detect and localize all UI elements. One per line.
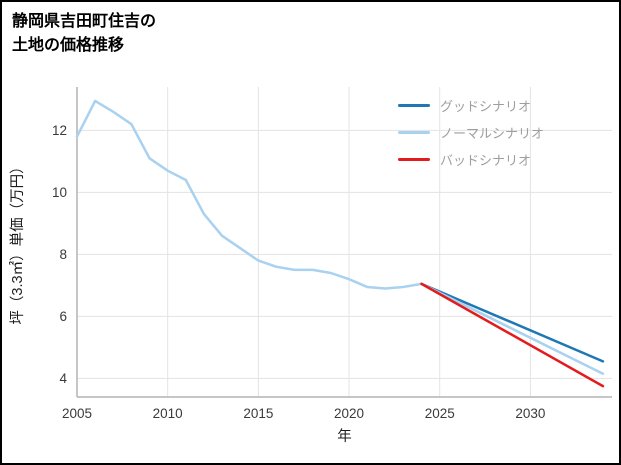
chart-title: 静岡県吉田町住吉の 土地の価格推移	[12, 10, 156, 58]
svg-text:年: 年	[337, 428, 352, 445]
legend-label-normal: ノーマルシナリオ	[440, 126, 545, 141]
svg-text:坪（3.3㎡）単価（万円）: 坪（3.3㎡）単価（万円）	[9, 159, 26, 324]
svg-text:2010: 2010	[153, 406, 183, 421]
svg-text:8: 8	[59, 247, 67, 262]
legend-swatch-good	[398, 104, 430, 107]
svg-text:2030: 2030	[515, 406, 545, 421]
svg-text:4: 4	[59, 371, 67, 386]
svg-text:2020: 2020	[334, 406, 364, 421]
legend-swatch-bad	[398, 158, 430, 161]
svg-text:2025: 2025	[425, 406, 455, 421]
svg-text:10: 10	[52, 185, 67, 200]
legend-label-bad: バッドシナリオ	[440, 153, 532, 168]
svg-text:2015: 2015	[243, 406, 273, 421]
svg-text:12: 12	[52, 123, 67, 138]
svg-text:6: 6	[59, 309, 67, 324]
legend-swatch-normal	[398, 131, 430, 134]
chart-title-line2: 土地の価格推移	[12, 37, 125, 54]
chart-legend: グッドシナリオ ノーマルシナリオ バッドシナリオ	[398, 96, 544, 169]
legend-item-normal-scenario[interactable]: ノーマルシナリオ	[398, 123, 544, 142]
chart-title-line1: 静岡県吉田町住吉の	[12, 13, 157, 30]
svg-text:2005: 2005	[62, 406, 92, 421]
legend-item-bad-scenario[interactable]: バッドシナリオ	[398, 150, 544, 169]
legend-label-good: グッドシナリオ	[440, 99, 532, 114]
legend-item-good-scenario[interactable]: グッドシナリオ	[398, 96, 544, 115]
